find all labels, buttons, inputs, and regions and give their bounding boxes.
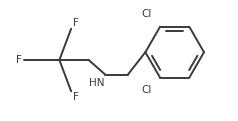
Text: HN: HN xyxy=(89,78,104,88)
Text: F: F xyxy=(73,92,79,102)
Text: Cl: Cl xyxy=(142,9,152,19)
Text: Cl: Cl xyxy=(142,85,152,95)
Text: F: F xyxy=(16,55,22,65)
Text: F: F xyxy=(73,18,79,28)
